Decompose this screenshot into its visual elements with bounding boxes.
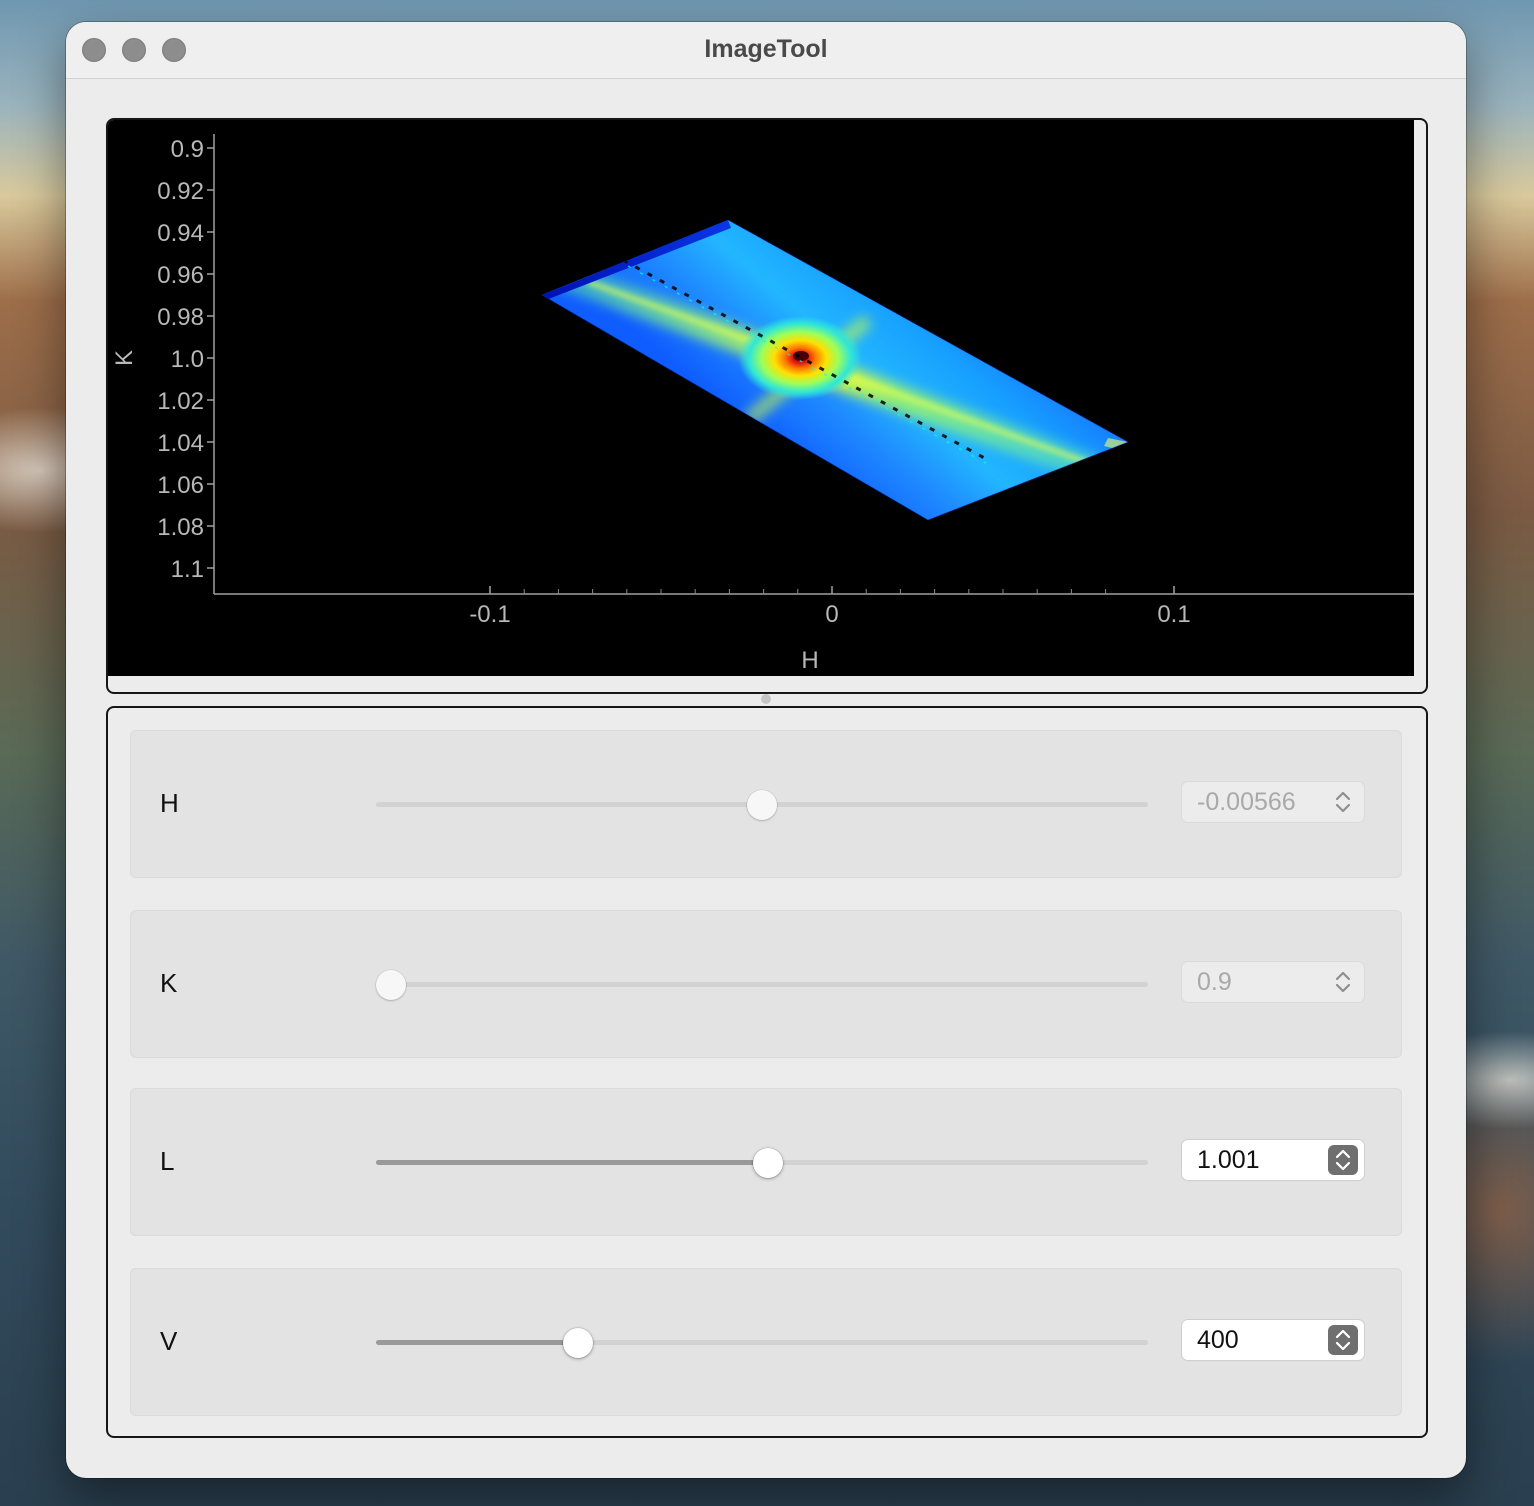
y-axis-label: K: [111, 350, 138, 366]
l-value-spinbox[interactable]: 1.001: [1182, 1140, 1364, 1180]
control-row-h: H -0.00566: [130, 730, 1402, 878]
control-label: K: [160, 968, 178, 998]
x-tick-label: -0.1: [469, 601, 510, 628]
control-row-l: L 1.001: [130, 1088, 1402, 1236]
minimize-window-button[interactable]: [122, 38, 146, 62]
h-slider-handle[interactable]: [747, 790, 777, 820]
x-tick-label: 0: [825, 601, 838, 628]
stepper-arrows-icon: [1328, 967, 1358, 997]
y-tick-label: 1.02: [157, 388, 204, 415]
control-label: L: [160, 1146, 175, 1176]
slice-controls-panel: H -0.00566 K 0.9 L: [106, 706, 1428, 1438]
spinbox-value[interactable]: 1.001: [1197, 1146, 1260, 1174]
y-tick-label: 0.9: [171, 136, 204, 163]
zoom-window-button[interactable]: [162, 38, 186, 62]
control-label: H: [160, 788, 179, 818]
y-tick-label: 0.94: [157, 220, 204, 247]
k-value-spinbox: 0.9: [1182, 962, 1364, 1002]
close-window-button[interactable]: [82, 38, 106, 62]
slider-fill: [376, 1340, 579, 1345]
spinbox-value: -0.00566: [1197, 788, 1296, 816]
y-tick-label: 0.98: [157, 304, 204, 331]
control-label: V: [160, 1326, 178, 1356]
image-plot-panel[interactable]: 0.9 0.92 0.94 0.96 0.98 1.0 1.02 1.04 1.06 1.08 1.…: [106, 118, 1428, 694]
splitter-handle[interactable]: [761, 694, 771, 704]
slider-track[interactable]: [376, 982, 1148, 987]
y-tick-label: 1.06: [157, 472, 204, 499]
x-tick-label: 0.1: [1157, 601, 1190, 628]
h-value-spinbox: -0.00566: [1182, 782, 1364, 822]
slider-fill: [376, 1160, 769, 1165]
stepper-arrows-icon[interactable]: [1328, 1325, 1358, 1355]
spinbox-value[interactable]: 400: [1197, 1326, 1239, 1354]
control-row-k: K 0.9: [130, 910, 1402, 1058]
v-slider-handle[interactable]: [563, 1328, 594, 1358]
stepper-arrows-icon: [1328, 787, 1358, 817]
k-slider-handle[interactable]: [376, 970, 407, 1000]
y-tick-label: 0.96: [157, 262, 204, 289]
y-tick-label: 1.04: [157, 430, 204, 457]
v-value-spinbox[interactable]: 400: [1182, 1320, 1364, 1360]
imagetool-window: ImageTool: [66, 22, 1466, 1478]
l-slider-handle[interactable]: [753, 1148, 784, 1178]
y-tick-label: 1.0: [171, 346, 204, 373]
y-tick-label: 0.92: [157, 178, 204, 205]
spinbox-value: 0.9: [1197, 968, 1232, 996]
control-row-v: V 400: [130, 1268, 1402, 1416]
stepper-arrows-icon[interactable]: [1328, 1145, 1358, 1175]
y-tick-label: 1.1: [171, 556, 204, 583]
title-bar[interactable]: ImageTool: [66, 22, 1466, 79]
x-axis-label: H: [801, 647, 818, 674]
hk-intensity-plot[interactable]: 0.9 0.92 0.94 0.96 0.98 1.0 1.02 1.04 1.06 1.08 1.…: [108, 120, 1426, 692]
window-title: ImageTool: [704, 35, 828, 63]
y-tick-label: 1.08: [157, 514, 204, 541]
slider-track[interactable]: [376, 1340, 1148, 1345]
intensity-image: [542, 220, 1128, 520]
